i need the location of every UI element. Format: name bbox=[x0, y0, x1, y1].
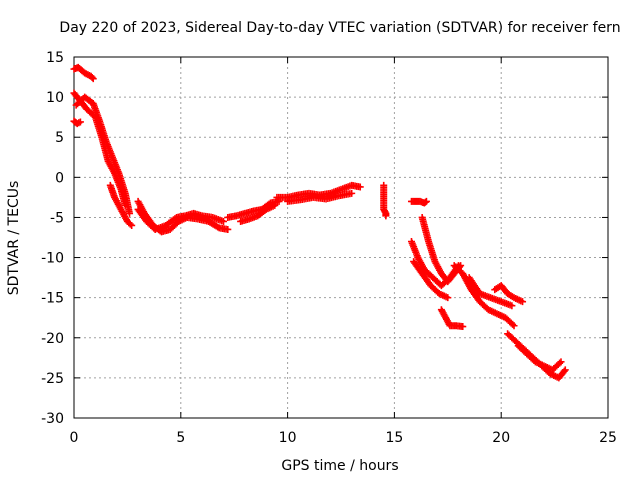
data-point-s7 bbox=[171, 215, 179, 223]
plot-border bbox=[73, 56, 609, 419]
data-point-s6 bbox=[214, 223, 222, 231]
grid bbox=[74, 57, 608, 418]
data-point-s6 bbox=[224, 225, 232, 233]
data-point-s20 bbox=[519, 298, 527, 306]
x-tick-label: 20 bbox=[492, 430, 510, 446]
y-tick-label: 5 bbox=[55, 130, 64, 146]
data-point-s1 bbox=[89, 75, 97, 83]
data-point-s5 bbox=[126, 220, 134, 228]
data-point-s11 bbox=[348, 189, 356, 197]
x-axis-label: GPS time / hours bbox=[281, 458, 398, 474]
y-tick-label: -15 bbox=[41, 291, 64, 307]
x-tick-label: 15 bbox=[385, 430, 403, 446]
x-tick-label: 0 bbox=[70, 430, 79, 446]
data-point-s16 bbox=[444, 294, 452, 302]
data-point-s10 bbox=[356, 183, 364, 191]
data-point-s17 bbox=[459, 323, 467, 331]
data-point-s13 bbox=[422, 197, 430, 205]
axis-ticks: 0 5 10 15 20 25 -30 -25 -20 -15 -10 -5 0 5 10 15 bbox=[41, 50, 617, 446]
y-tick-label: 10 bbox=[46, 90, 64, 106]
data-point-s21 bbox=[560, 367, 568, 375]
plot-frame bbox=[73, 56, 609, 419]
y-axis-label: SDTVAR / TECUs bbox=[6, 181, 22, 296]
data-point-s4 bbox=[126, 209, 134, 217]
x-tick-label: 25 bbox=[599, 430, 617, 446]
data-point-s13 bbox=[421, 198, 429, 206]
y-tick-label: -5 bbox=[50, 210, 64, 226]
y-tick-label: -10 bbox=[41, 251, 64, 267]
data-point-s22 bbox=[556, 359, 564, 367]
y-tick-label: 0 bbox=[55, 170, 64, 186]
data-point-s5 bbox=[128, 221, 136, 229]
data-point-s7 bbox=[220, 217, 228, 225]
data-point-s1 bbox=[88, 73, 96, 81]
y-tick-label: 15 bbox=[46, 50, 64, 66]
data-point-s18 bbox=[510, 322, 518, 330]
y-tick-label: -25 bbox=[41, 371, 64, 387]
data-point-s2 bbox=[76, 118, 84, 126]
data-point-s19 bbox=[508, 302, 516, 310]
data-point-s18 bbox=[509, 320, 517, 328]
data-point-s21 bbox=[561, 366, 569, 374]
data-point-s12 bbox=[382, 212, 390, 220]
x-tick-label: 10 bbox=[279, 430, 297, 446]
y-tick-label: -20 bbox=[41, 331, 64, 347]
data-points bbox=[70, 63, 569, 382]
data-point-s22 bbox=[557, 358, 565, 366]
y-tick-label: -30 bbox=[41, 411, 64, 427]
data-point-s9 bbox=[271, 201, 279, 209]
chart-title: Day 220 of 2023, Sidereal Day-to-day VTE… bbox=[59, 20, 620, 36]
x-tick-label: 5 bbox=[176, 430, 185, 446]
